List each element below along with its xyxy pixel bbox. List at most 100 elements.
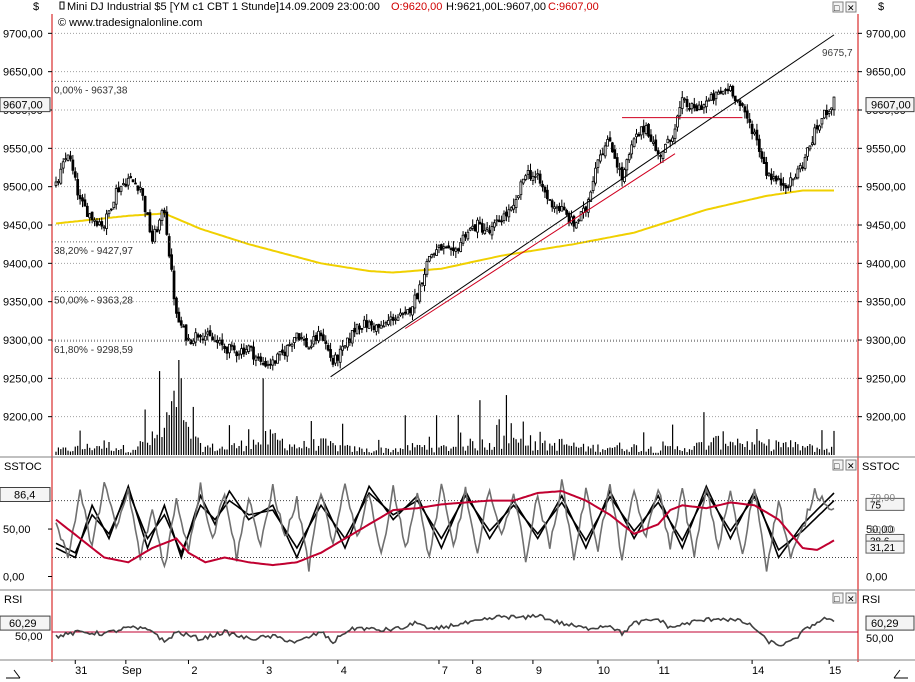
candle-body bbox=[196, 334, 200, 338]
candle-body bbox=[741, 103, 744, 106]
candle-body bbox=[630, 144, 634, 155]
candle-body bbox=[471, 225, 475, 229]
candle-body bbox=[208, 330, 212, 337]
candle-body bbox=[572, 215, 576, 227]
candle-body bbox=[107, 210, 111, 215]
candle-body bbox=[288, 343, 292, 346]
candle-body bbox=[78, 194, 82, 200]
x-tick-label: 2 bbox=[191, 665, 197, 677]
candle-body bbox=[370, 321, 373, 326]
price-tick-label-right: 9700,00 bbox=[866, 28, 906, 40]
x-tick-label: 7 bbox=[442, 665, 448, 677]
rsi-panel-minimize-button[interactable]: □ bbox=[832, 592, 844, 604]
panel-minimize-icon: □ bbox=[834, 461, 840, 471]
candle-body bbox=[187, 337, 190, 340]
candle-body bbox=[206, 331, 210, 335]
candle-body bbox=[738, 100, 742, 107]
candle-body bbox=[649, 134, 653, 142]
candle-body bbox=[789, 177, 793, 187]
candle-body bbox=[810, 142, 814, 145]
rsi-panel-close-button[interactable]: ✕ bbox=[845, 592, 857, 604]
sstoc-panel-minimize-button[interactable]: □ bbox=[832, 459, 844, 471]
candle-body bbox=[827, 111, 831, 114]
candle-body bbox=[365, 320, 369, 328]
sstoc-panel-close-button[interactable]: ✕ bbox=[845, 459, 857, 471]
candle-body bbox=[635, 133, 638, 138]
panel-close-icon: ✕ bbox=[847, 461, 855, 471]
price-panel-close-button[interactable]: ✕ bbox=[845, 1, 857, 13]
current-price-marker-right bbox=[865, 97, 915, 113]
candle-body bbox=[408, 307, 412, 314]
candle-body bbox=[199, 335, 202, 338]
candle-body bbox=[678, 107, 682, 117]
candle-body bbox=[536, 173, 540, 176]
candle-body bbox=[731, 85, 735, 97]
candle-body bbox=[772, 176, 776, 179]
candle-body bbox=[495, 219, 499, 222]
candle-body bbox=[574, 222, 578, 229]
candle-body bbox=[141, 188, 145, 196]
candle-body bbox=[317, 330, 320, 342]
candle-body bbox=[430, 254, 434, 258]
ohlc-low: L:9607,00 bbox=[497, 1, 546, 13]
candle-body bbox=[165, 211, 169, 235]
candle-body bbox=[770, 173, 773, 181]
candle-body bbox=[560, 206, 564, 212]
candle-body bbox=[548, 199, 552, 201]
candle-body bbox=[509, 207, 513, 211]
candle-body bbox=[519, 181, 523, 196]
candle-body bbox=[618, 168, 621, 170]
candle-body bbox=[261, 362, 265, 365]
candle-body bbox=[358, 325, 361, 330]
candle-body bbox=[179, 320, 183, 326]
price-panel-minimize-button[interactable]: □ bbox=[832, 1, 844, 13]
candle-body bbox=[801, 166, 805, 169]
candle-body bbox=[189, 339, 193, 345]
trendline-black-support[interactable] bbox=[330, 34, 835, 378]
candle-body bbox=[591, 180, 595, 191]
candle-body bbox=[150, 230, 154, 242]
candle-body bbox=[606, 139, 609, 147]
panel-close-icon: ✕ bbox=[847, 594, 855, 604]
candle-body bbox=[61, 161, 65, 169]
symbol-selector[interactable]: Mini DJ Industrial $5 [YM c1 CBT 1 Stund… bbox=[59, 1, 279, 13]
candle-body bbox=[493, 222, 496, 228]
sstoc-value-label-right: 31,21 bbox=[870, 543, 895, 554]
current-price-label-left: 9607,00 bbox=[3, 100, 43, 112]
candle-body bbox=[252, 346, 255, 360]
candle-body bbox=[293, 337, 296, 343]
candle-body bbox=[81, 197, 84, 202]
candle-body bbox=[644, 125, 648, 135]
candle-body bbox=[464, 234, 467, 238]
candle-body bbox=[480, 223, 484, 233]
candle-body bbox=[490, 226, 494, 236]
sstoc-tick-label: 0,00 bbox=[3, 572, 24, 584]
candle-body bbox=[167, 236, 171, 257]
candle-body bbox=[459, 242, 463, 252]
candle-body bbox=[223, 345, 226, 350]
candle-body bbox=[350, 330, 354, 344]
candle-body bbox=[138, 187, 142, 190]
candle-body bbox=[372, 325, 376, 331]
trendline-red-support[interactable] bbox=[404, 153, 676, 329]
candle-body bbox=[158, 219, 161, 231]
copyright-notice: © www.tradesignalonline.com bbox=[58, 17, 202, 29]
candle-body bbox=[712, 93, 715, 101]
x-tick-label: 14 bbox=[752, 665, 764, 677]
price-tick-label-left: 9550,00 bbox=[3, 143, 43, 155]
candle-body bbox=[360, 327, 364, 330]
candle-body bbox=[654, 139, 658, 151]
candle-body bbox=[177, 311, 181, 323]
candle-body bbox=[637, 133, 641, 137]
candle-body bbox=[476, 219, 479, 233]
price-tick-label-left: 9300,00 bbox=[3, 335, 43, 347]
candle-body bbox=[122, 183, 125, 186]
candle-body bbox=[413, 294, 417, 309]
candle-body bbox=[582, 207, 585, 214]
candle-body bbox=[401, 313, 405, 316]
fib-level-label: 0,00% - 9637,38 bbox=[54, 85, 128, 96]
candle-body bbox=[714, 91, 718, 100]
candle-body bbox=[346, 337, 349, 348]
candle-body bbox=[396, 316, 400, 321]
